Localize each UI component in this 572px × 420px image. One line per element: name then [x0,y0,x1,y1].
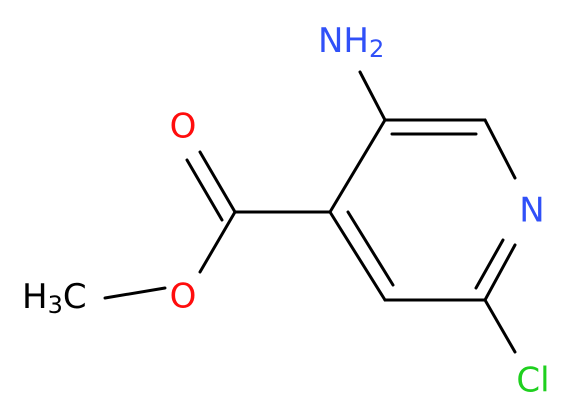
atom-subscript: 2 [369,35,384,63]
atom-label: Cl [516,361,549,401]
atom-text: NH [318,21,369,61]
atom-text: H [22,277,48,317]
atom-label: O [170,107,197,147]
bond [358,70,387,122]
bond [474,238,505,290]
bond [328,118,387,214]
bond [483,118,517,180]
atom-label: O [170,277,197,317]
bond [483,243,517,302]
bond [328,210,387,302]
atom-label: NH2 [318,21,384,64]
atom-subscript: 3 [48,291,63,319]
bonds [103,70,517,354]
atom-text: C [63,277,87,317]
bond [198,210,237,274]
atom-label: N [519,191,544,231]
bond [483,298,517,354]
bond [198,150,237,214]
bond [346,210,395,287]
bond [103,286,167,300]
bond [185,158,224,222]
atom-label: H3C [22,277,87,320]
